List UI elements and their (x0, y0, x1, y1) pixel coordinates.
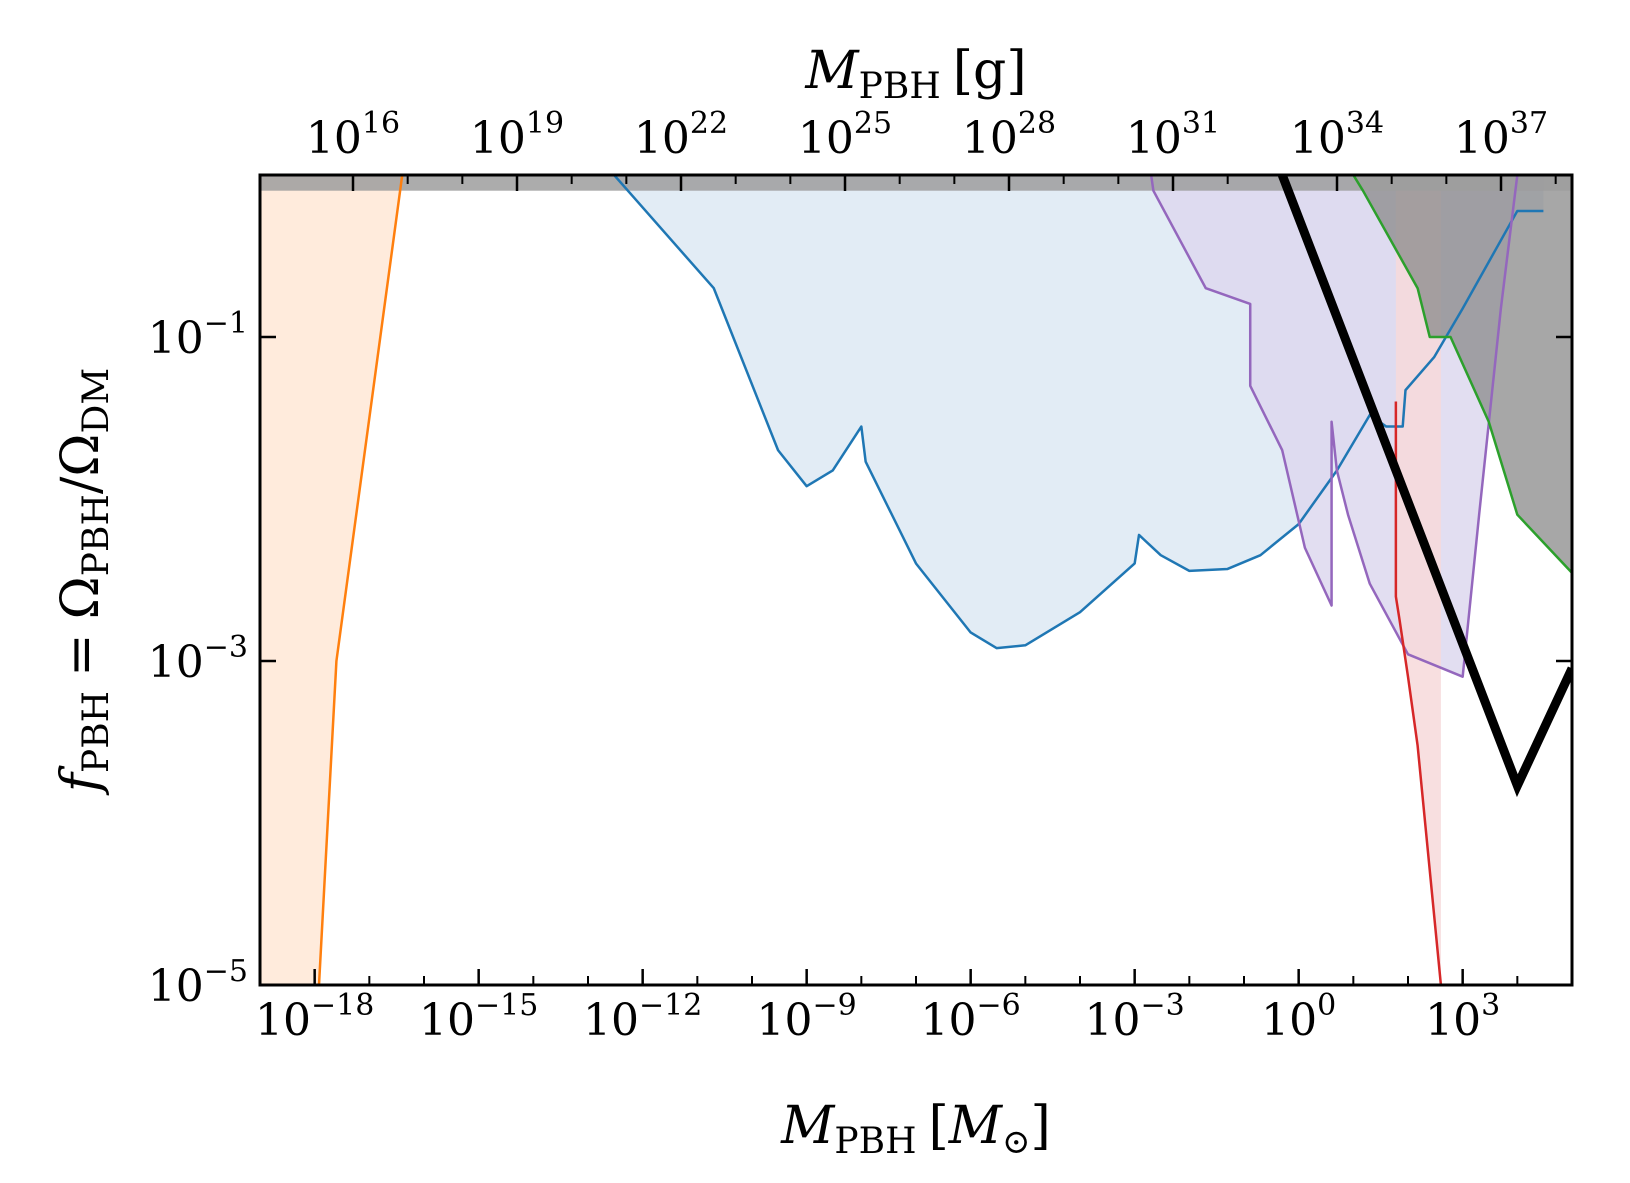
top-tick-label-1: 1019 (470, 106, 564, 164)
axis-ticks (259, 175, 1573, 987)
x-tick-label-6: 100 (1261, 988, 1336, 1046)
constraint-line-4 (1352, 175, 1572, 574)
constraint-fill-regions (260, 175, 1572, 985)
x-tick-label-1: 10−15 (419, 988, 538, 1046)
constraint-fill-3 (1395, 175, 1441, 985)
y-tick-label-2: 10−1 (148, 306, 248, 364)
top-band-rect (260, 175, 1572, 191)
y-tick-label-0: 10−5 (148, 954, 248, 1012)
top-excluded-band (260, 175, 1572, 191)
top-tick-label-3: 1025 (798, 106, 892, 164)
top-tick-label-7: 1037 (1454, 106, 1548, 164)
y-axis-title: fPBH=ΩPBH/ΩDM (51, 368, 117, 797)
x-tick-label-0: 10−18 (255, 988, 374, 1046)
top-tick-label-4: 1028 (962, 106, 1056, 164)
constraint-line-0 (317, 175, 404, 985)
top-tick-label-6: 1034 (1290, 106, 1384, 164)
thick-black-bound-line (1278, 175, 1572, 798)
constraint-line-3 (1394, 401, 1443, 985)
x-tick-label-4: 10−6 (921, 988, 1021, 1046)
x-tick-label-7: 103 (1425, 988, 1500, 1046)
constraint-fill-4 (1353, 175, 1572, 573)
top-x-axis-title: MPBH [g] (804, 41, 1026, 107)
constraint-lines (317, 175, 1572, 985)
constraint-fill-0 (260, 175, 403, 985)
top-tick-label-2: 1022 (634, 106, 728, 164)
tick-labels: 10−18 10−15 10−12 10−9 10−6 10−3 100 103 10−5 10−… (148, 106, 1548, 1046)
constraint-line-1 (613, 175, 1544, 650)
x-tick-label-5: 10−3 (1085, 988, 1185, 1046)
top-tick-label-0: 1016 (306, 106, 400, 164)
constraint-line-2 (1149, 175, 1519, 678)
y-tick-label-1: 10−3 (148, 630, 248, 688)
bottom-x-axis-title: MPBH [M⊙] (780, 1096, 1051, 1162)
top-tick-label-5: 1031 (1126, 106, 1220, 164)
x-tick-label-3: 10−9 (757, 988, 857, 1046)
plot-frame (258, 173, 1574, 987)
x-tick-label-2: 10−12 (583, 988, 702, 1046)
